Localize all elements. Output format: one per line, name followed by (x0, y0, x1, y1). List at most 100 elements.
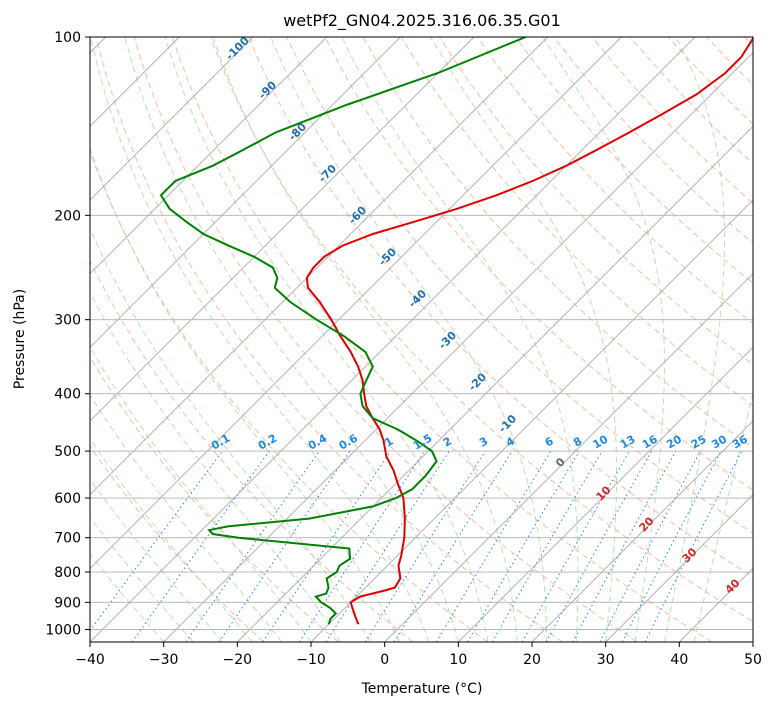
dry-adiabat-label: 40 (723, 576, 743, 596)
mixing-ratio-line (262, 450, 392, 642)
pressure-gridlines (90, 37, 753, 630)
dry-adiabat-line (744, 37, 753, 47)
isotherm-line (90, 37, 696, 642)
y-tick-label: 200 (54, 208, 81, 224)
x-tick-label: −20 (223, 652, 253, 668)
dry-adiabat-line (324, 37, 753, 491)
mixing-ratio-label: 3 (477, 435, 490, 450)
dry-adiabat-line (515, 37, 753, 284)
dry-adiabat-line (90, 445, 264, 642)
y-tick-label: 600 (54, 491, 81, 507)
x-axis-title: Temperature (°C) (361, 681, 483, 697)
isotherm-line (531, 420, 753, 642)
x-tick-label: −30 (149, 652, 179, 668)
x-tick-label: 30 (597, 652, 615, 668)
dry-adiabat-line (95, 37, 563, 642)
moist-adiabat-line (90, 437, 253, 642)
moist-adiabat-line (90, 227, 371, 642)
isotherms (90, 37, 753, 642)
mixing-ratio-line (185, 450, 320, 642)
y-tick-label: 100 (54, 30, 81, 46)
isotherm-line (90, 37, 475, 422)
moist-adiabat-label: -80 (286, 120, 309, 143)
dry-adiabat-line (438, 37, 753, 366)
mixing-ratio-lines (90, 450, 743, 642)
y-tick-label: 900 (54, 595, 81, 611)
moist-adiabat-label: -40 (406, 287, 429, 310)
moist-adiabat-line (90, 516, 194, 642)
mixing-ratio-line (364, 450, 486, 642)
temperature-profile-line (305, 37, 753, 625)
moist-adiabat-line (90, 291, 341, 642)
isotherm-line (384, 273, 753, 642)
moist-adiabat-label: -60 (346, 203, 369, 226)
mixing-ratio-label: 6 (543, 434, 556, 449)
dry-adiabat-line (286, 37, 753, 534)
mixing-ratio-line (435, 450, 552, 642)
y-tick-label: 1000 (45, 622, 81, 638)
x-tick-label: −40 (75, 652, 105, 668)
mixing-ratio-line (467, 450, 580, 642)
mixing-ratio-line (90, 450, 223, 632)
isotherm-line (310, 199, 753, 642)
y-tick-label: 700 (54, 531, 81, 547)
moist-adiabat-line (90, 553, 165, 642)
mixing-ratio-line (644, 450, 743, 642)
x-tick-label: −10 (296, 652, 326, 668)
moist-adiabat-line (341, 37, 579, 642)
mixing-ratio-label: 0.2 (256, 432, 279, 453)
moist-adiabat-line (270, 37, 548, 642)
isotherm-line (90, 37, 401, 348)
x-tick-label: 50 (744, 652, 762, 668)
mixing-ratio-line (325, 450, 450, 642)
dry-adiabat-line (171, 37, 712, 642)
x-tick-label: 0 (380, 652, 389, 668)
mixing-ratio-line (599, 450, 701, 642)
moist-adiabat-label: -70 (316, 162, 339, 185)
y-tick-label: 500 (54, 444, 81, 460)
mixing-ratio-label: 36 (730, 432, 750, 451)
dry-adiabat-line (706, 37, 753, 86)
dry-adiabat-line (90, 150, 488, 642)
x-tick-label: 20 (523, 652, 541, 668)
dry-adiabat-line (248, 37, 753, 578)
isotherm-line (237, 125, 753, 642)
moist-adiabat-line (664, 37, 726, 642)
moist-adiabat-line (90, 478, 223, 642)
y-tick-label: 800 (54, 565, 81, 581)
x-tick-label: 10 (449, 652, 467, 668)
mixing-ratio-label: 0.1 (209, 432, 232, 453)
dry-adiabat-label: 10 (594, 483, 614, 503)
line-labels: 0.1 0.2 0.4 0.6 1 1.5 2 3 4 6 8 10 13 16 20 25 30 36-100-… (209, 34, 750, 597)
isotherm-line (752, 641, 753, 642)
dry-adiabat-line (90, 259, 414, 642)
moist-adiabat-line (90, 37, 430, 642)
plot-frame (89, 36, 754, 643)
y-axis: 1000 900 800 700 600 500 400 300 200 100 (45, 30, 90, 638)
mixing-ratio-label: 0.4 (306, 431, 330, 452)
moist-adiabat-line (164, 37, 489, 642)
mixing-ratio-line (545, 450, 653, 642)
moist-adiabat-line (90, 394, 282, 642)
y-tick-label: 400 (54, 387, 81, 403)
mixing-ratio-label: 10 (591, 432, 611, 451)
mixing-ratio-label: 8 (571, 435, 584, 450)
x-axis: −40 −30 −20 −10 0 10 20 30 40 50 (75, 642, 762, 668)
mixing-ratio-line (131, 450, 270, 642)
moist-adiabats (90, 37, 753, 642)
mixing-ratio-line (393, 450, 513, 642)
isotherm-line (605, 494, 753, 642)
mixing-ratio-line (298, 450, 425, 642)
moist-adiabat-label: -20 (466, 370, 489, 393)
isotherm-line (90, 37, 254, 201)
mixing-ratio-line (218, 450, 351, 642)
moist-adiabat-label: -50 (376, 245, 399, 268)
mixing-ratio-label: 13 (618, 433, 638, 452)
isotherm-line (90, 37, 548, 496)
y-tick-label: 300 (54, 313, 81, 329)
isotherm-line (90, 37, 327, 275)
mixing-ratio-label: 16 (640, 432, 660, 451)
x-tick-label: 40 (670, 652, 688, 668)
mixing-ratio-line (521, 450, 630, 642)
mixing-ratio-label: 30 (709, 432, 729, 451)
